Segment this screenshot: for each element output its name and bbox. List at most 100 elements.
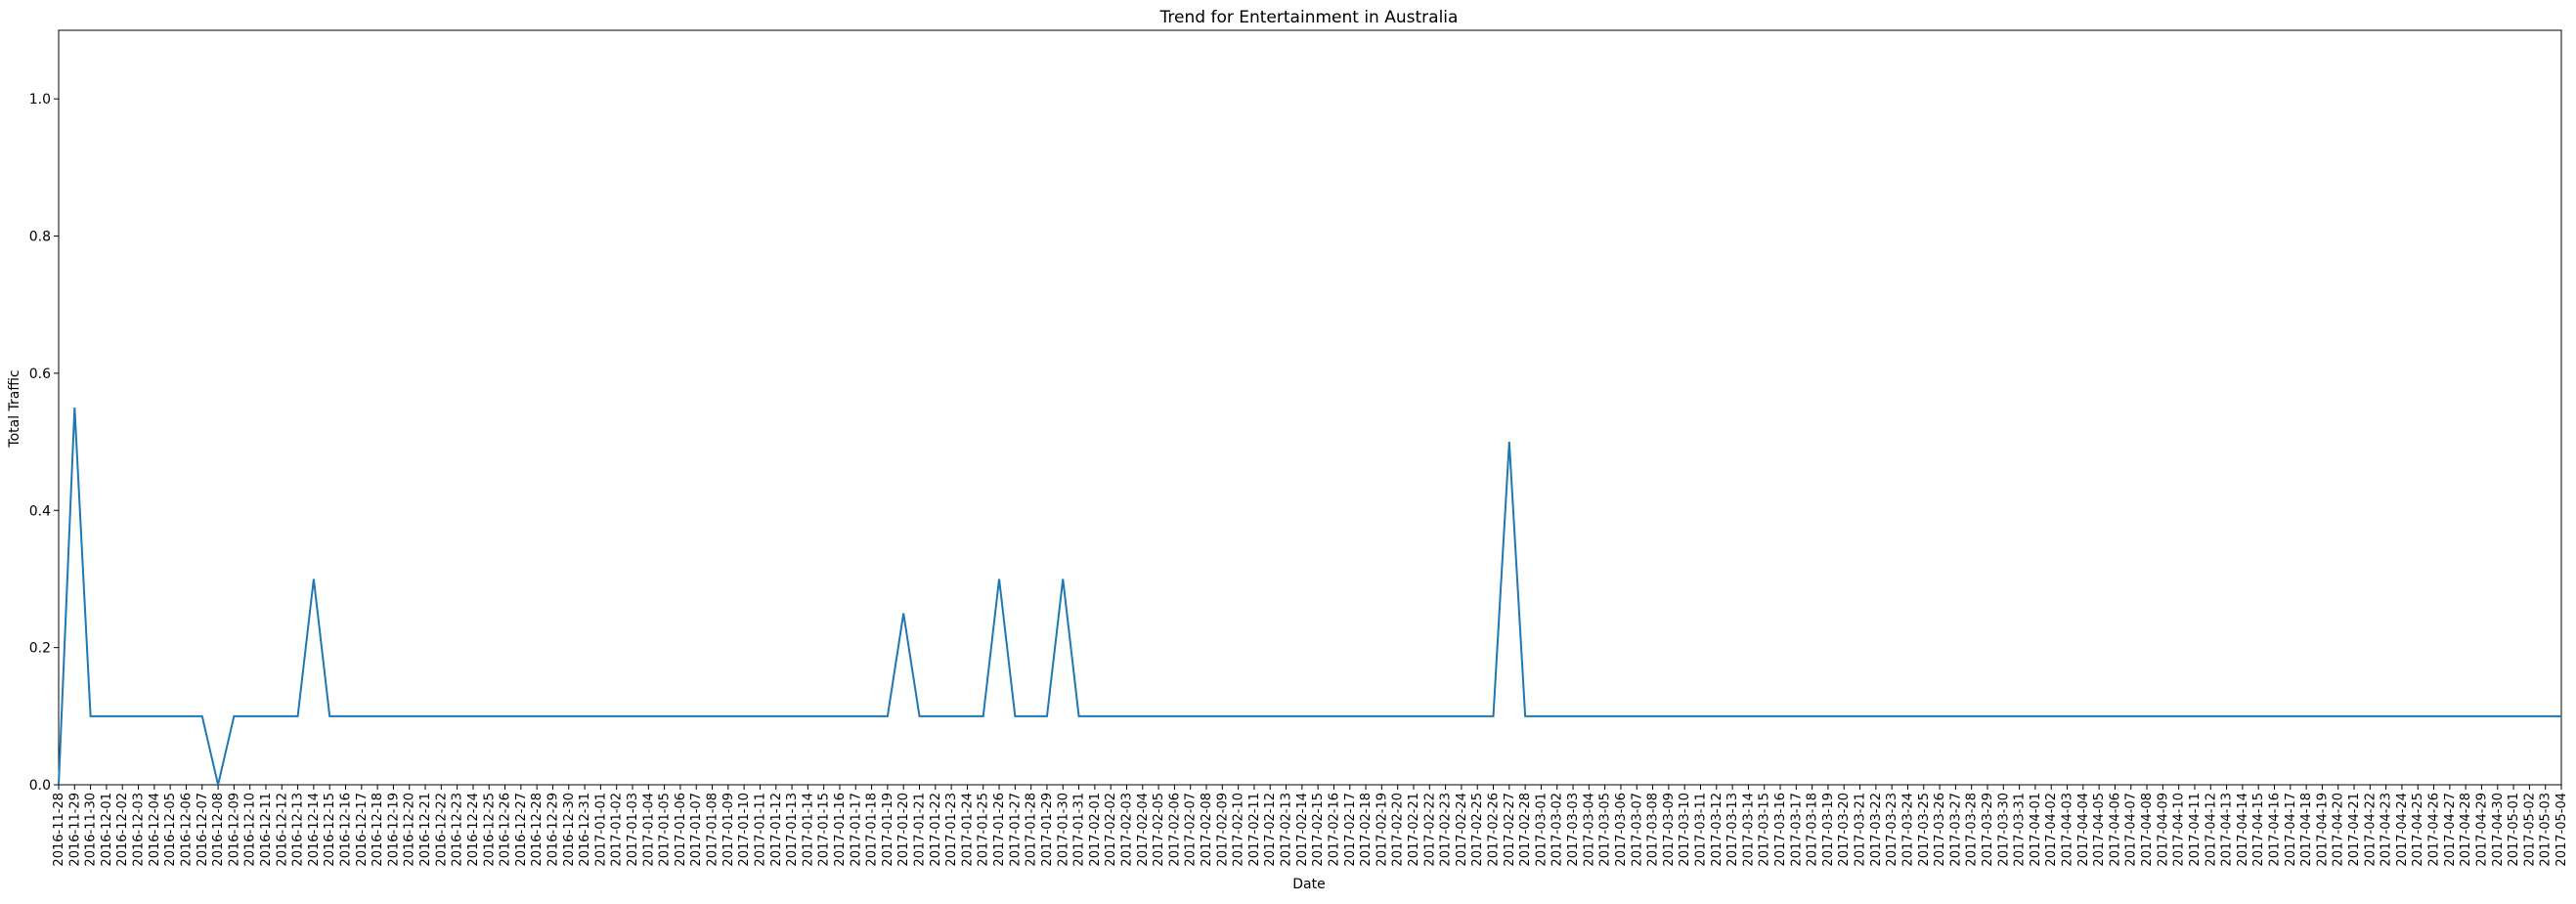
x-axis-ticks: 2016-11-28 2016-11-29 2016-11-30 2016-12-01… xyxy=(52,785,2569,867)
x-tick-label: 2017-01-21 xyxy=(913,793,928,867)
x-tick-label: 2017-03-08 xyxy=(1646,793,1661,867)
x-tick-label: 2017-01-03 xyxy=(626,793,640,867)
x-tick-label: 2017-01-01 xyxy=(593,793,608,867)
x-tick-label: 2017-01-25 xyxy=(977,793,991,867)
x-tick-label: 2017-03-14 xyxy=(1741,793,1756,867)
x-tick-label: 2016-12-02 xyxy=(115,793,130,867)
x-tick-label: 2017-01-07 xyxy=(689,793,704,867)
x-tick-label: 2017-05-01 xyxy=(2507,793,2521,867)
x-tick-label: 2017-03-31 xyxy=(2013,793,2028,867)
x-tick-label: 2017-04-14 xyxy=(2236,793,2250,867)
x-tick-label: 2017-04-03 xyxy=(2061,793,2075,867)
x-tick-label: 2017-04-28 xyxy=(2459,793,2473,867)
x-tick-label: 2016-12-18 xyxy=(371,793,385,867)
y-tick-label: 0.4 xyxy=(29,503,51,519)
x-tick-label: 2017-04-15 xyxy=(2251,793,2266,867)
x-tick-label: 2017-02-03 xyxy=(1119,793,1134,867)
x-tick-label: 2017-04-21 xyxy=(2347,793,2362,867)
x-tick-label: 2016-12-16 xyxy=(339,793,354,867)
x-tick-label: 2017-04-10 xyxy=(2172,793,2187,867)
x-tick-label: 2016-12-14 xyxy=(307,793,322,867)
y-tick-label: 0.8 xyxy=(29,230,51,245)
x-tick-label: 2017-02-04 xyxy=(1136,793,1151,867)
x-tick-label: 2017-05-02 xyxy=(2522,793,2537,867)
x-tick-label: 2017-01-13 xyxy=(785,793,800,867)
x-tick-label: 2017-03-23 xyxy=(1885,793,1899,867)
x-tick-label: 2017-04-23 xyxy=(2380,793,2394,867)
x-tick-label: 2017-02-08 xyxy=(1200,793,1214,867)
x-tick-label: 2017-04-06 xyxy=(2108,793,2122,867)
x-tick-label: 2017-04-07 xyxy=(2124,793,2139,867)
x-tick-label: 2017-03-12 xyxy=(1710,793,1725,867)
x-tick-label: 2017-02-05 xyxy=(1152,793,1166,867)
x-tick-label: 2017-02-28 xyxy=(1518,793,1533,867)
y-axis-label: Total Traffic xyxy=(7,369,22,448)
x-tick-label: 2016-12-22 xyxy=(434,793,449,867)
x-tick-label: 2017-03-28 xyxy=(1965,793,1980,867)
x-tick-label: 2017-03-21 xyxy=(1854,793,1868,867)
x-tick-label: 2017-02-06 xyxy=(1167,793,1182,867)
x-tick-label: 2017-05-04 xyxy=(2554,793,2569,867)
y-tick-label: 0.2 xyxy=(29,641,51,657)
x-tick-label: 2017-02-14 xyxy=(1295,793,1310,867)
x-tick-label: 2016-12-19 xyxy=(386,793,401,867)
x-tick-label: 2016-12-26 xyxy=(499,793,513,867)
x-tick-label: 2017-03-16 xyxy=(1773,793,1788,867)
x-tick-label: 2016-11-30 xyxy=(84,793,99,867)
x-tick-label: 2017-03-15 xyxy=(1758,793,1772,867)
x-tick-label: 2017-02-22 xyxy=(1422,793,1437,867)
x-tick-label: 2017-02-18 xyxy=(1359,793,1374,867)
x-tick-label: 2016-12-30 xyxy=(562,793,577,867)
x-tick-label: 2017-03-18 xyxy=(1806,793,1820,867)
x-tick-label: 2016-12-13 xyxy=(291,793,306,867)
x-tick-label: 2017-01-19 xyxy=(881,793,895,867)
x-tick-label: 2016-12-10 xyxy=(243,793,258,867)
x-tick-label: 2017-01-14 xyxy=(801,793,815,867)
x-tick-label: 2017-05-03 xyxy=(2539,793,2554,867)
x-tick-label: 2016-12-07 xyxy=(196,793,210,867)
x-tick-label: 2017-04-11 xyxy=(2188,793,2203,867)
y-tick-label: 0.6 xyxy=(29,366,51,382)
x-tick-label: 2017-01-02 xyxy=(610,793,625,867)
x-tick-label: 2017-02-07 xyxy=(1184,793,1199,867)
x-tick-label: 2017-04-24 xyxy=(2395,793,2410,867)
x-tick-label: 2016-12-12 xyxy=(275,793,289,867)
x-tick-label: 2017-02-09 xyxy=(1215,793,1230,867)
x-tick-label: 2016-12-15 xyxy=(323,793,337,867)
x-tick-label: 2017-01-17 xyxy=(849,793,863,867)
x-tick-label: 2017-04-30 xyxy=(2491,793,2506,867)
x-tick-label: 2017-04-05 xyxy=(2092,793,2107,867)
y-axis-ticks: 0.0 0.2 0.4 0.6 0.8 1.0 xyxy=(29,92,59,794)
x-tick-label: 2017-02-17 xyxy=(1343,793,1358,867)
x-tick-label: 2017-03-09 xyxy=(1662,793,1677,867)
x-tick-label: 2017-04-27 xyxy=(2443,793,2458,867)
x-tick-label: 2017-02-26 xyxy=(1487,793,1502,867)
x-tick-label: 2017-01-10 xyxy=(737,793,752,867)
x-tick-label: 2017-02-12 xyxy=(1263,793,1278,867)
x-tick-label: 2017-03-24 xyxy=(1900,793,1915,867)
x-tick-label: 2017-04-04 xyxy=(2076,793,2091,867)
x-tick-label: 2017-03-29 xyxy=(1981,793,1995,867)
x-tick-label: 2016-12-24 xyxy=(466,793,481,867)
x-tick-label: 2017-02-24 xyxy=(1455,793,1469,867)
x-tick-label: 2017-03-07 xyxy=(1630,793,1644,867)
x-tick-label: 2017-03-20 xyxy=(1837,793,1852,867)
x-tick-label: 2017-03-02 xyxy=(1550,793,1565,867)
x-tick-label: 2017-04-20 xyxy=(2332,793,2346,867)
x-tick-label: 2017-03-05 xyxy=(1598,793,1613,867)
x-tick-label: 2017-01-27 xyxy=(1008,793,1023,867)
x-tick-label: 2017-03-13 xyxy=(1725,793,1740,867)
y-tick-label: 0.0 xyxy=(29,778,51,794)
x-tick-label: 2017-03-01 xyxy=(1534,793,1549,867)
x-tick-label: 2017-04-22 xyxy=(2363,793,2378,867)
x-tick-label: 2017-03-30 xyxy=(1996,793,2011,867)
x-tick-label: 2017-02-13 xyxy=(1280,793,1294,867)
x-tick-label: 2017-01-29 xyxy=(1040,793,1055,867)
x-tick-label: 2017-04-17 xyxy=(2284,793,2298,867)
x-tick-label: 2017-03-03 xyxy=(1566,793,1581,867)
x-tick-label: 2016-12-01 xyxy=(100,793,114,867)
x-tick-label: 2017-04-08 xyxy=(2140,793,2155,867)
x-tick-label: 2017-04-13 xyxy=(2220,793,2235,867)
x-tick-label: 2017-03-17 xyxy=(1789,793,1804,867)
